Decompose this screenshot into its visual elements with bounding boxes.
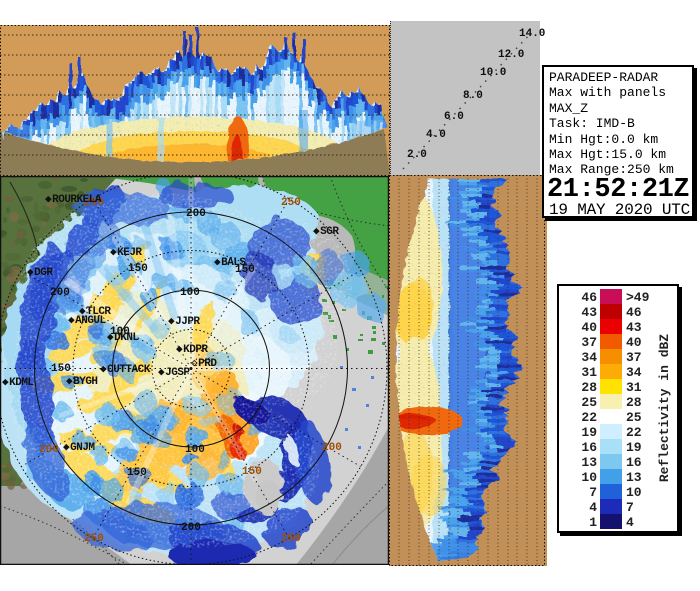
svg-text:Reflectivity in dBZ: Reflectivity in dBZ (657, 334, 672, 482)
svg-text:22: 22 (581, 410, 597, 425)
svg-text:◆SGR: ◆SGR (313, 226, 339, 238)
svg-text:◆BALS: ◆BALS (214, 257, 246, 269)
svg-text:46: 46 (581, 290, 597, 305)
svg-text:10: 10 (581, 470, 597, 485)
svg-text:28: 28 (626, 395, 642, 410)
svg-text:>49: >49 (626, 290, 650, 305)
svg-text:37: 37 (581, 335, 597, 350)
svg-text:40: 40 (581, 320, 597, 335)
svg-text:◆JGSP: ◆JGSP (158, 367, 190, 379)
svg-text:37: 37 (626, 350, 642, 365)
svg-text:◆CUTTACK: ◆CUTTACK (100, 364, 151, 376)
svg-text:◆DKNL: ◆DKNL (107, 332, 139, 344)
svg-text:◆ROURKELA: ◆ROURKELA (45, 194, 102, 206)
svg-text:200: 200 (39, 444, 59, 456)
svg-text:200: 200 (186, 208, 206, 220)
svg-text:100: 100 (185, 444, 205, 456)
svg-text:28: 28 (581, 380, 597, 395)
svg-text:◆TLCR: ◆TLCR (79, 306, 111, 318)
svg-text:43: 43 (581, 305, 597, 320)
svg-text:100: 100 (110, 326, 130, 338)
svg-text:25: 25 (581, 395, 597, 410)
svg-text:1: 1 (589, 515, 597, 530)
svg-text:◇PRD: ◇PRD (191, 358, 217, 370)
svg-text:40: 40 (626, 335, 642, 350)
svg-text:150: 150 (128, 263, 148, 275)
svg-text:250: 250 (281, 533, 301, 545)
svg-text:◆GNJM: ◆GNJM (63, 442, 95, 454)
svg-text:13: 13 (626, 470, 642, 485)
svg-text:200: 200 (181, 522, 201, 534)
svg-text:◆KDPR: ◆KDPR (176, 344, 208, 356)
svg-text:10: 10 (626, 485, 642, 500)
svg-text:250: 250 (281, 197, 301, 209)
svg-text:16: 16 (581, 440, 597, 455)
svg-text:46: 46 (626, 305, 642, 320)
svg-text:7: 7 (589, 485, 597, 500)
svg-text:4: 4 (589, 500, 597, 515)
svg-text:31: 31 (581, 365, 597, 380)
svg-text:200: 200 (322, 442, 342, 454)
svg-text:16: 16 (626, 455, 642, 470)
svg-text:13: 13 (581, 455, 597, 470)
svg-text:31: 31 (626, 380, 642, 395)
svg-text:◆KDML: ◆KDML (2, 377, 34, 389)
svg-text:◆KEJR: ◆KEJR (110, 247, 142, 259)
svg-text:◆ANGUL: ◆ANGUL (68, 315, 107, 327)
svg-text:250: 250 (84, 533, 104, 545)
svg-text:19: 19 (581, 425, 597, 440)
svg-text:22: 22 (626, 425, 642, 440)
svg-text:4: 4 (626, 515, 634, 530)
svg-text:34: 34 (581, 350, 597, 365)
svg-text:34: 34 (626, 365, 642, 380)
svg-text:150: 150 (127, 467, 147, 479)
svg-text:150: 150 (235, 264, 255, 276)
svg-text:150: 150 (51, 363, 71, 375)
svg-text:7: 7 (626, 500, 634, 515)
svg-text:19: 19 (626, 440, 642, 455)
svg-text:◆JJPR: ◆JJPR (168, 316, 200, 328)
svg-text:25: 25 (626, 410, 642, 425)
svg-text:43: 43 (626, 320, 642, 335)
svg-text:◆DGR: ◆DGR (27, 267, 53, 279)
svg-text:250: 250 (84, 197, 104, 209)
svg-text:150: 150 (242, 466, 262, 478)
svg-text:200: 200 (50, 287, 70, 299)
svg-text:100: 100 (180, 287, 200, 299)
svg-text:◆BYGH: ◆BYGH (66, 376, 98, 388)
